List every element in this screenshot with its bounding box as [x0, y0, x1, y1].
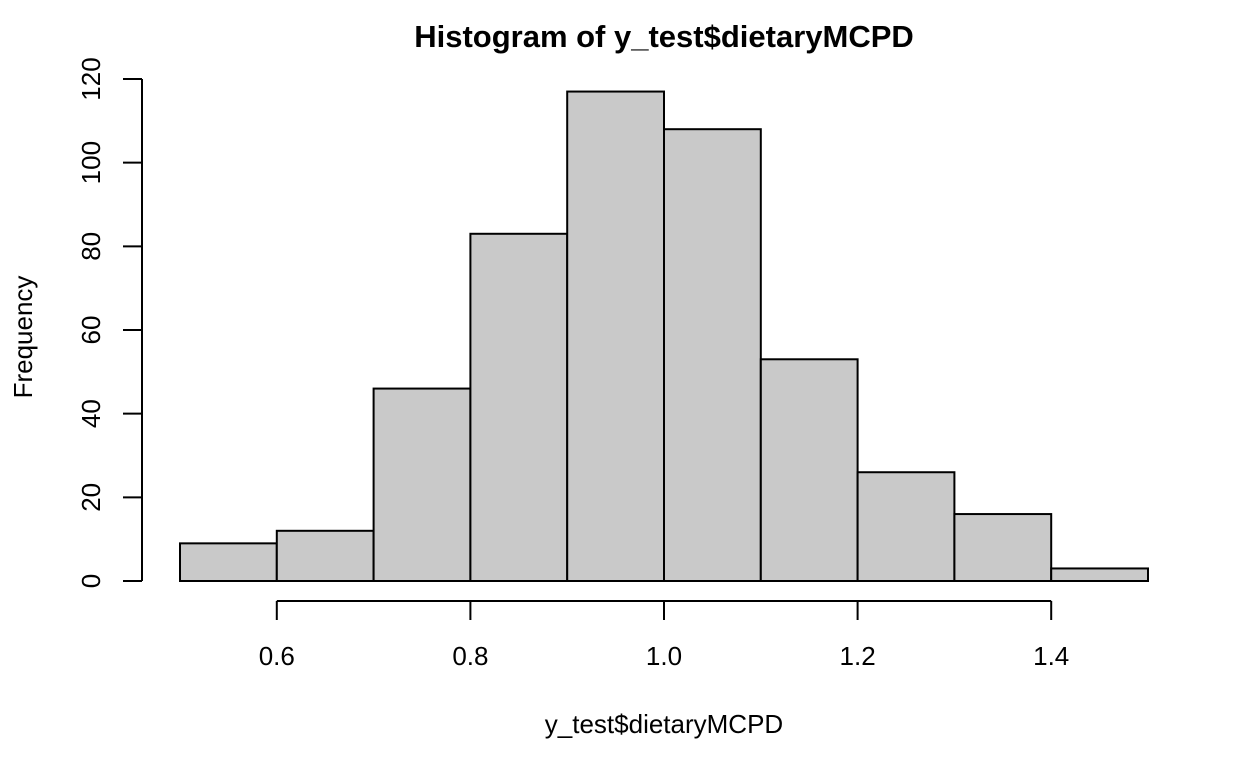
- histogram-bar: [953, 513, 1053, 582]
- histogram-bar: [1050, 567, 1149, 583]
- bars-group: [179, 90, 1149, 583]
- histogram-bar: [275, 529, 375, 582]
- x-tick-label: 1.2: [840, 641, 876, 671]
- y-tick-label: 120: [76, 57, 106, 100]
- histogram-bar: [372, 387, 472, 583]
- y-axis-label: Frequency: [8, 276, 38, 399]
- x-tick-label: 0.8: [452, 641, 488, 671]
- histogram-bar: [856, 471, 956, 583]
- y-tick-label: 0: [76, 574, 106, 588]
- histogram-bar: [663, 128, 762, 582]
- y-tick-label: 80: [76, 232, 106, 261]
- histogram-bar: [469, 232, 569, 583]
- x-axis-label: y_test$dietaryMCPD: [545, 709, 783, 739]
- x-tick-label: 1.0: [646, 641, 682, 671]
- y-tick-label: 60: [76, 316, 106, 345]
- y-tick-label: 100: [76, 141, 106, 184]
- y-tick-label: 20: [76, 483, 106, 512]
- x-tick-label: 0.6: [259, 641, 295, 671]
- x-axis: 0.6 0.8 1.0 1.2 1.4: [259, 600, 1069, 671]
- histogram-bar: [566, 90, 666, 583]
- y-tick-label: 40: [76, 399, 106, 428]
- x-tick-label: 1.4: [1033, 641, 1069, 671]
- y-axis: 0 20 40 60 80 100 120: [76, 57, 143, 588]
- chart-title: Histogram of y_test$dietaryMCPD: [414, 19, 914, 54]
- histogram-bar: [759, 358, 859, 582]
- histogram-bar: [179, 542, 278, 582]
